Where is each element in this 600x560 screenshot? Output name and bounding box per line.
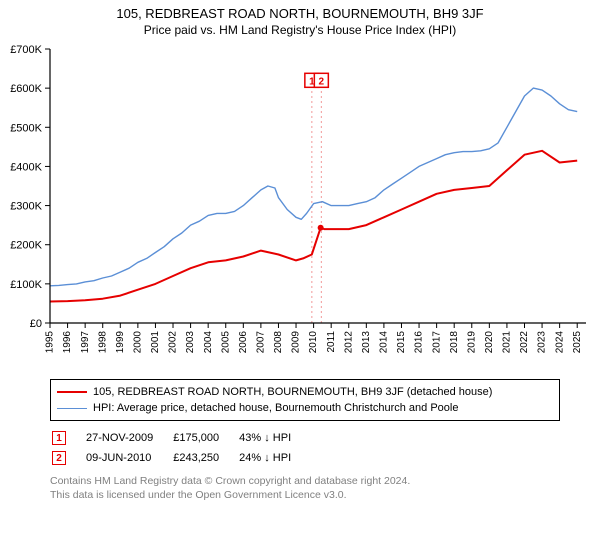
svg-text:2002: 2002 (168, 331, 179, 354)
svg-text:2006: 2006 (238, 331, 249, 354)
legend-label: HPI: Average price, detached house, Bour… (93, 402, 458, 414)
chart-title: 105, REDBREAST ROAD NORTH, BOURNEMOUTH, … (0, 0, 600, 21)
svg-text:2004: 2004 (203, 331, 214, 354)
chart-subtitle: Price paid vs. HM Land Registry's House … (0, 21, 600, 43)
svg-text:2014: 2014 (379, 331, 390, 354)
svg-text:2017: 2017 (431, 331, 442, 354)
line-chart-svg: £0 £100K £200K £300K £400K £500K £600K £700K 199… (0, 43, 600, 373)
event-date: 27-NOV-2009 (86, 429, 171, 447)
event-price: £243,250 (173, 449, 237, 467)
svg-text:1998: 1998 (97, 331, 108, 354)
legend-item: 105, REDBREAST ROAD NORTH, BOURNEMOUTH, … (57, 384, 553, 400)
svg-text:£200K: £200K (10, 240, 42, 252)
svg-text:£400K: £400K (10, 161, 42, 173)
svg-text:2019: 2019 (466, 331, 477, 354)
event-price: £175,000 (173, 429, 237, 447)
svg-text:£300K: £300K (10, 201, 42, 213)
event-marker-icon: 1 (52, 431, 66, 445)
svg-text:2008: 2008 (273, 331, 284, 354)
svg-text:1997: 1997 (80, 331, 91, 354)
svg-text:£0: £0 (30, 318, 42, 330)
svg-text:2022: 2022 (519, 331, 530, 354)
svg-text:2016: 2016 (414, 331, 425, 354)
svg-text:2000: 2000 (133, 331, 144, 354)
legend: 105, REDBREAST ROAD NORTH, BOURNEMOUTH, … (50, 379, 560, 421)
svg-text:2023: 2023 (537, 331, 548, 354)
legend-label: 105, REDBREAST ROAD NORTH, BOURNEMOUTH, … (93, 386, 492, 398)
svg-text:2009: 2009 (291, 331, 302, 354)
svg-text:2012: 2012 (343, 331, 354, 354)
svg-text:2018: 2018 (449, 331, 460, 354)
legend-swatch (57, 408, 87, 409)
svg-text:£700K: £700K (10, 44, 42, 56)
footnote-line2: This data is licensed under the Open Gov… (50, 489, 560, 503)
svg-text:2005: 2005 (220, 331, 231, 354)
event-marker-icon: 2 (52, 451, 66, 465)
svg-text:£100K: £100K (10, 279, 42, 291)
event-diff: 24% ↓ HPI (239, 449, 309, 467)
svg-text:2024: 2024 (554, 331, 565, 354)
svg-text:£500K: £500K (10, 122, 42, 134)
footnote: Contains HM Land Registry data © Crown c… (50, 475, 560, 502)
svg-text:2011: 2011 (326, 331, 337, 353)
legend-swatch (57, 391, 87, 393)
event-diff: 43% ↓ HPI (239, 429, 309, 447)
table-row: 1 27-NOV-2009£175,00043% ↓ HPI (52, 429, 309, 447)
svg-text:2003: 2003 (185, 331, 196, 354)
legend-item: HPI: Average price, detached house, Bour… (57, 400, 553, 416)
svg-text:2007: 2007 (256, 331, 267, 354)
svg-text:1999: 1999 (115, 331, 126, 354)
svg-text:2: 2 (319, 76, 325, 87)
table-row: 2 09-JUN-2010£243,25024% ↓ HPI (52, 449, 309, 467)
events-table: 1 27-NOV-2009£175,00043% ↓ HPI 2 09-JUN-201… (50, 427, 311, 469)
svg-text:2001: 2001 (150, 331, 161, 354)
chart-area: £0 £100K £200K £300K £400K £500K £600K £700K 199… (0, 43, 600, 373)
svg-text:2010: 2010 (308, 331, 319, 354)
svg-text:1996: 1996 (62, 331, 73, 354)
svg-text:£600K: £600K (10, 83, 42, 95)
footnote-line1: Contains HM Land Registry data © Crown c… (50, 475, 560, 489)
svg-text:2020: 2020 (484, 331, 495, 354)
svg-text:1995: 1995 (45, 331, 56, 354)
svg-text:2015: 2015 (396, 331, 407, 354)
event-date: 09-JUN-2010 (86, 449, 171, 467)
svg-text:2013: 2013 (361, 331, 372, 354)
svg-text:2021: 2021 (502, 331, 513, 354)
svg-text:2025: 2025 (572, 331, 583, 354)
